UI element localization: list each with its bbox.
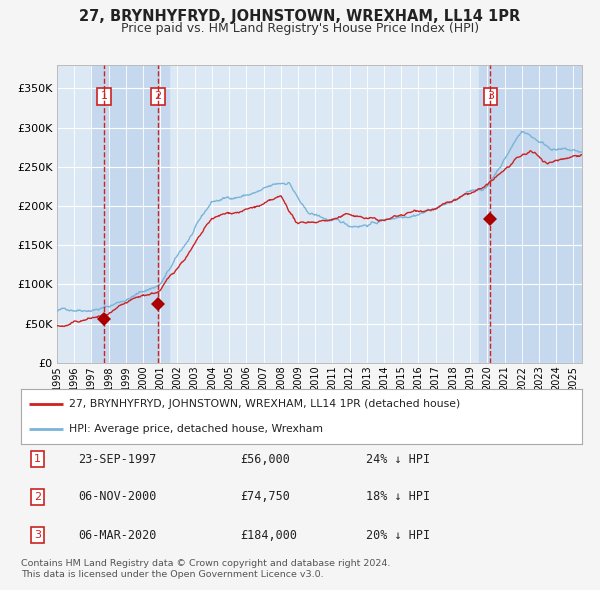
Text: 06-NOV-2000: 06-NOV-2000 [78, 490, 157, 503]
Text: 23-SEP-1997: 23-SEP-1997 [78, 453, 157, 466]
Text: 2: 2 [34, 492, 41, 502]
Text: 1: 1 [34, 454, 41, 464]
Text: 27, BRYNHYFRYD, JOHNSTOWN, WREXHAM, LL14 1PR (detached house): 27, BRYNHYFRYD, JOHNSTOWN, WREXHAM, LL14… [68, 399, 460, 409]
Text: Price paid vs. HM Land Registry's House Price Index (HPI): Price paid vs. HM Land Registry's House … [121, 22, 479, 35]
Text: 27, BRYNHYFRYD, JOHNSTOWN, WREXHAM, LL14 1PR: 27, BRYNHYFRYD, JOHNSTOWN, WREXHAM, LL14… [79, 9, 521, 24]
Text: 24% ↓ HPI: 24% ↓ HPI [366, 453, 430, 466]
Text: This data is licensed under the Open Government Licence v3.0.: This data is licensed under the Open Gov… [21, 571, 323, 579]
Text: 2: 2 [154, 91, 161, 101]
Text: 20% ↓ HPI: 20% ↓ HPI [366, 529, 430, 542]
Bar [479, 65, 582, 363]
Text: Contains HM Land Registry data © Crown copyright and database right 2024.: Contains HM Land Registry data © Crown c… [21, 559, 391, 568]
Text: 3: 3 [34, 530, 41, 540]
Text: £74,750: £74,750 [240, 490, 290, 503]
Text: HPI: Average price, detached house, Wrexham: HPI: Average price, detached house, Wrex… [68, 424, 323, 434]
Text: 1: 1 [100, 91, 107, 101]
Text: 18% ↓ HPI: 18% ↓ HPI [366, 490, 430, 503]
Text: £56,000: £56,000 [240, 453, 290, 466]
Bar [91, 65, 169, 363]
Text: 3: 3 [487, 91, 494, 101]
Text: £184,000: £184,000 [240, 529, 297, 542]
Text: 06-MAR-2020: 06-MAR-2020 [78, 529, 157, 542]
